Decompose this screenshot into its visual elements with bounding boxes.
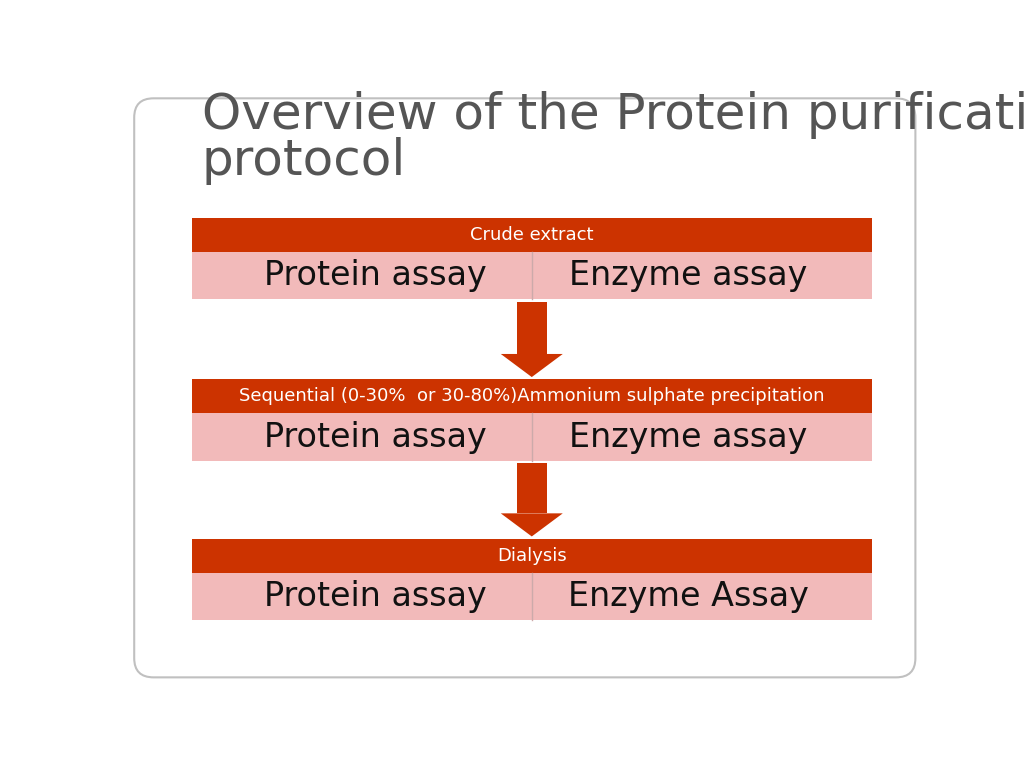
Bar [191,539,872,573]
Text: Enzyme Assay: Enzyme Assay [568,580,809,613]
Text: Protein assay: Protein assay [264,421,486,454]
Text: protocol: protocol [202,137,406,185]
Bar [191,252,872,300]
Polygon shape [501,513,563,537]
Text: Sequential (0-30%  or 30-80%)Ammonium sulphate precipitation: Sequential (0-30% or 30-80%)Ammonium sul… [239,387,824,406]
Text: Enzyme assay: Enzyme assay [569,259,808,292]
Text: Overview of the Protein purification: Overview of the Protein purification [202,91,1024,138]
Text: Protein assay: Protein assay [264,580,486,613]
Bar [191,413,872,461]
Bar [517,302,547,354]
Bar [191,217,872,252]
Polygon shape [501,354,563,377]
Bar [191,379,872,413]
Bar [517,463,547,513]
FancyBboxPatch shape [134,98,915,677]
Text: Protein assay: Protein assay [264,259,486,292]
Text: Crude extract: Crude extract [470,226,594,243]
Bar [191,573,872,621]
Text: Enzyme assay: Enzyme assay [569,421,808,454]
Text: Dialysis: Dialysis [497,547,566,564]
